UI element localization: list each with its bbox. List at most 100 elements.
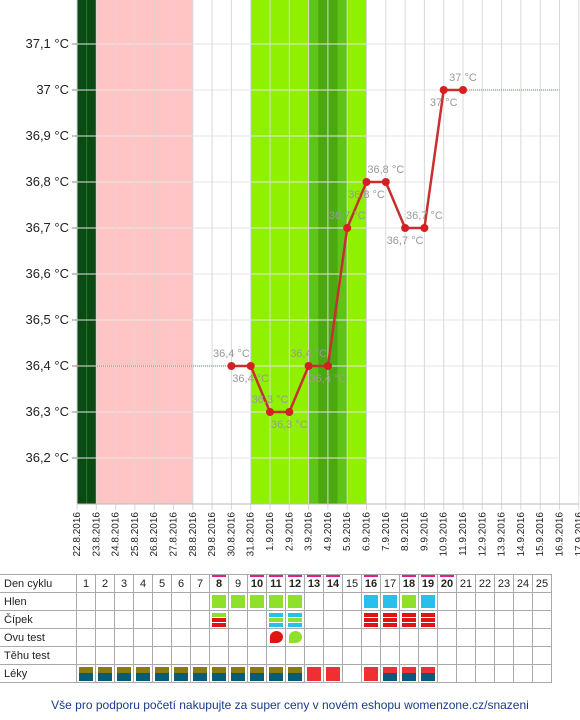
day-cell[interactable]	[475, 664, 495, 683]
day-cell[interactable]	[342, 664, 362, 683]
day-cell[interactable]	[247, 610, 267, 629]
day-cell[interactable]	[304, 592, 324, 611]
day-cell[interactable]	[76, 628, 96, 647]
day-cell[interactable]	[266, 610, 286, 629]
day-cell[interactable]: 19	[418, 574, 438, 593]
day-cell[interactable]	[418, 664, 438, 683]
day-cell[interactable]: 5	[152, 574, 172, 593]
day-cell[interactable]	[456, 646, 476, 665]
day-cell[interactable]	[418, 628, 438, 647]
day-cell[interactable]	[209, 592, 229, 611]
day-cell[interactable]	[361, 646, 381, 665]
day-cell[interactable]: 10	[247, 574, 267, 593]
day-cell[interactable]: 8	[209, 574, 229, 593]
day-cell[interactable]	[171, 664, 191, 683]
day-cell[interactable]: 24	[513, 574, 533, 593]
day-cell[interactable]	[380, 664, 400, 683]
day-cell[interactable]: 18	[399, 574, 419, 593]
day-cell[interactable]	[247, 628, 267, 647]
day-cell[interactable]	[361, 610, 381, 629]
day-cell[interactable]: 11	[266, 574, 286, 593]
day-cell[interactable]: 17	[380, 574, 400, 593]
day-cell[interactable]	[133, 664, 153, 683]
day-cell[interactable]: 25	[532, 574, 552, 593]
day-cell[interactable]	[380, 592, 400, 611]
day-cell[interactable]	[304, 646, 324, 665]
day-cell[interactable]	[266, 592, 286, 611]
day-cell[interactable]	[456, 628, 476, 647]
day-cell[interactable]: 1	[76, 574, 96, 593]
day-cell[interactable]	[304, 628, 324, 647]
day-cell[interactable]	[152, 592, 172, 611]
day-cell[interactable]: 9	[228, 574, 248, 593]
day-cell[interactable]	[532, 646, 552, 665]
day-cell[interactable]	[152, 610, 172, 629]
day-cell[interactable]	[76, 610, 96, 629]
day-cell[interactable]	[266, 664, 286, 683]
day-cell[interactable]	[209, 664, 229, 683]
day-cell[interactable]	[304, 610, 324, 629]
day-cell[interactable]	[95, 610, 115, 629]
day-cell[interactable]	[114, 592, 134, 611]
day-cell[interactable]	[380, 628, 400, 647]
day-cell[interactable]	[285, 592, 305, 611]
day-cell[interactable]	[95, 646, 115, 665]
day-cell[interactable]	[361, 628, 381, 647]
day-cell[interactable]	[494, 610, 514, 629]
day-cell[interactable]	[190, 610, 210, 629]
day-cell[interactable]	[342, 610, 362, 629]
day-cell[interactable]	[399, 592, 419, 611]
day-cell[interactable]	[380, 610, 400, 629]
day-cell[interactable]	[76, 664, 96, 683]
day-cell[interactable]	[133, 628, 153, 647]
day-cell[interactable]	[361, 664, 381, 683]
day-cell[interactable]	[513, 628, 533, 647]
day-cell[interactable]	[95, 592, 115, 611]
day-cell[interactable]: 20	[437, 574, 457, 593]
day-cell[interactable]	[342, 646, 362, 665]
day-cell[interactable]	[209, 628, 229, 647]
day-cell[interactable]	[418, 646, 438, 665]
day-cell[interactable]	[456, 664, 476, 683]
day-cell[interactable]	[152, 664, 172, 683]
day-cell[interactable]	[475, 592, 495, 611]
day-cell[interactable]	[361, 592, 381, 611]
day-cell[interactable]	[437, 610, 457, 629]
day-cell[interactable]	[323, 592, 343, 611]
day-cell[interactable]	[114, 664, 134, 683]
day-cell[interactable]: 22	[475, 574, 495, 593]
day-cell[interactable]	[456, 592, 476, 611]
day-cell[interactable]	[228, 664, 248, 683]
day-cell[interactable]	[532, 664, 552, 683]
day-cell[interactable]	[133, 646, 153, 665]
day-cell[interactable]	[399, 664, 419, 683]
day-cell[interactable]	[437, 628, 457, 647]
day-cell[interactable]	[513, 592, 533, 611]
day-cell[interactable]	[475, 646, 495, 665]
day-cell[interactable]	[95, 664, 115, 683]
day-cell[interactable]: 4	[133, 574, 153, 593]
day-cell[interactable]	[247, 646, 267, 665]
day-cell[interactable]	[494, 592, 514, 611]
day-cell[interactable]: 21	[456, 574, 476, 593]
day-cell[interactable]	[190, 646, 210, 665]
day-cell[interactable]: 15	[342, 574, 362, 593]
day-cell[interactable]: 23	[494, 574, 514, 593]
day-cell[interactable]	[323, 628, 343, 647]
day-cell[interactable]	[475, 628, 495, 647]
day-cell[interactable]	[152, 646, 172, 665]
day-cell[interactable]	[228, 592, 248, 611]
day-cell[interactable]	[532, 610, 552, 629]
day-cell[interactable]	[418, 610, 438, 629]
day-cell[interactable]	[342, 628, 362, 647]
day-cell[interactable]	[190, 664, 210, 683]
day-cell[interactable]	[95, 628, 115, 647]
day-cell[interactable]	[114, 646, 134, 665]
day-cell[interactable]	[418, 592, 438, 611]
day-cell[interactable]	[304, 664, 324, 683]
day-cell[interactable]: 2	[95, 574, 115, 593]
day-cell[interactable]	[285, 646, 305, 665]
day-cell[interactable]	[399, 646, 419, 665]
day-cell[interactable]	[437, 664, 457, 683]
day-cell[interactable]: 13	[304, 574, 324, 593]
